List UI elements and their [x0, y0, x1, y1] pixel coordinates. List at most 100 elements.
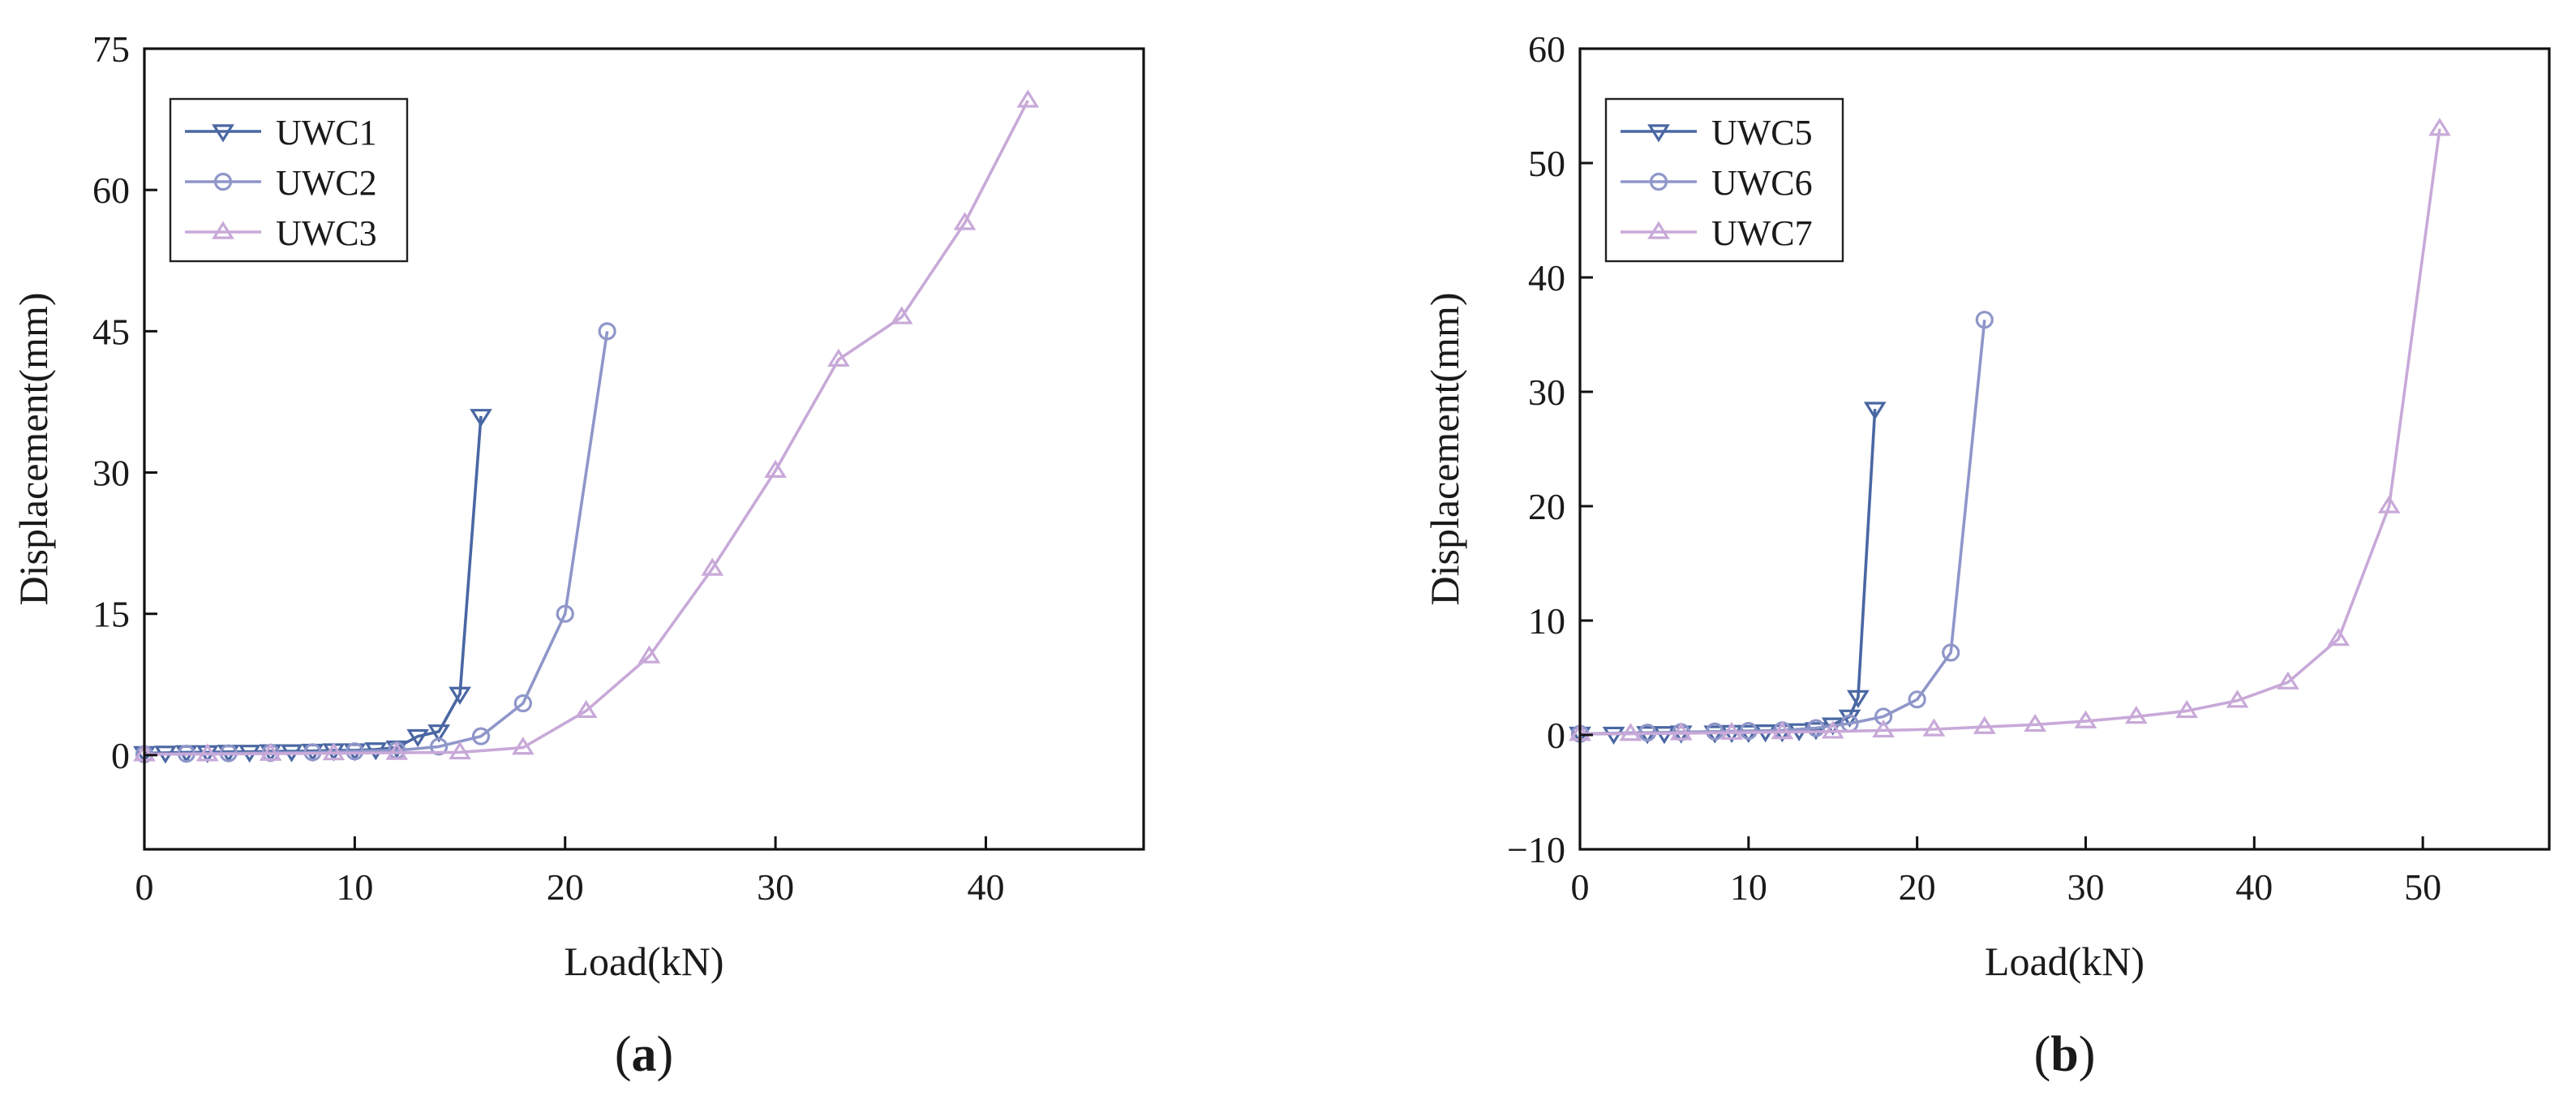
- y-tick-label: 40: [1528, 257, 1565, 299]
- data-point-uwc3: [890, 306, 913, 324]
- data-point-uwc1: [406, 728, 430, 748]
- data-point-uwc7: [1619, 723, 1642, 741]
- y-tick-label: 60: [1528, 28, 1565, 70]
- legend-marker-uwc3: [212, 221, 234, 239]
- y-tick-label: −10: [1507, 829, 1565, 870]
- y-axis-label: Displacement(mm): [11, 293, 56, 606]
- data-point-uwc7: [1973, 715, 1996, 734]
- data-point-uwc3: [574, 699, 598, 719]
- x-axis-label: Load(kN): [1985, 939, 2145, 984]
- legend: UWC5 UWC6 UWC7: [1604, 97, 1844, 263]
- series-uwc2: [135, 322, 616, 763]
- y-axis-label: Displacement(mm): [1422, 293, 1467, 606]
- data-point-uwc2: [471, 727, 491, 745]
- legend-entry-uwc2: UWC2: [276, 163, 377, 203]
- legend-entry-uwc1: UWC1: [276, 113, 377, 153]
- series-uwc7: [1569, 118, 2451, 741]
- data-point-uwc2: [346, 742, 364, 761]
- series-uwc6: [1570, 311, 1994, 743]
- legend-box: [1604, 97, 1844, 263]
- data-point-uwc7: [1720, 721, 1743, 740]
- x-tick-label: 10: [336, 866, 373, 908]
- data-point-uwc7: [2024, 713, 2047, 732]
- data-point-uwc6: [1942, 643, 1960, 662]
- data-point-uwc7: [1669, 722, 1693, 741]
- data-point-uwc7: [2226, 690, 2249, 708]
- y-tick-label: 15: [92, 594, 130, 635]
- data-point-uwc6: [1908, 690, 1926, 709]
- data-point-uwc3: [511, 737, 535, 755]
- x-tick-label: 20: [547, 866, 584, 908]
- x-tick-label: 40: [2235, 866, 2273, 908]
- chart-panel-a: 0 10 20 30 40 0 15 30 45 60 75 Load(kN) Displacement…: [11, 28, 1145, 1082]
- data-point-uwc2: [556, 604, 574, 623]
- data-point-uwc2: [513, 694, 532, 713]
- x-tick-label: 0: [1571, 866, 1590, 908]
- data-point-uwc3: [638, 645, 661, 664]
- data-point-uwc3: [827, 348, 850, 367]
- series-line-uwc7: [1580, 128, 2441, 736]
- data-point-uwc3: [953, 212, 977, 230]
- data-point-uwc3: [1016, 89, 1040, 108]
- data-point-uwc3: [764, 459, 787, 478]
- x-tick-label: 20: [1899, 866, 1936, 908]
- chart-panel-b: 0 10 20 30 40 50−100102030405060Load(kN)Displ…: [1422, 28, 2551, 1082]
- data-point-uwc7: [1821, 720, 1844, 739]
- legend: UWC1 UWC2 UWC3: [169, 97, 409, 263]
- x-tick-label: 30: [757, 866, 794, 908]
- data-point-uwc7: [1771, 721, 1794, 740]
- data-point-uwc7: [2327, 628, 2351, 647]
- series-line-uwc6: [1579, 320, 1986, 736]
- data-point-uwc7: [2124, 705, 2148, 724]
- data-point-uwc2: [598, 322, 616, 341]
- y-tick-label: 30: [92, 453, 130, 494]
- legend-marker-uwc1: [212, 124, 234, 143]
- y-tick-label: 20: [1528, 486, 1565, 527]
- x-tick-label: 50: [2404, 866, 2441, 908]
- legend-entry-uwc7: UWC7: [1711, 213, 1813, 253]
- panel-label: (b): [2034, 1027, 2096, 1082]
- legend-marker-uwc2: [213, 172, 233, 191]
- plot-frame: [143, 47, 1145, 851]
- data-point-uwc5: [1847, 690, 1870, 708]
- data-point-uwc7: [1922, 718, 1946, 737]
- y-tick-label: 60: [92, 170, 130, 211]
- data-point-uwc6: [1975, 311, 1994, 329]
- data-point-uwc7: [2428, 118, 2451, 136]
- y-tick-label: 75: [92, 28, 130, 70]
- data-point-uwc7: [2074, 710, 2097, 728]
- data-point-uwc7: [2175, 699, 2199, 719]
- data-point-uwc1: [427, 724, 451, 743]
- data-point-uwc7: [2276, 671, 2299, 690]
- legend-entry-uwc3: UWC3: [276, 213, 377, 253]
- plot-frame: [1578, 47, 2551, 851]
- series-uwc1: [133, 409, 492, 765]
- data-point-uwc3: [195, 743, 219, 762]
- data-point-uwc3: [701, 557, 724, 576]
- data-point-uwc2: [430, 737, 449, 756]
- data-point-uwc5: [1863, 402, 1887, 420]
- x-tick-label: 30: [2067, 866, 2104, 908]
- legend-marker-uwc5: [1647, 124, 1670, 143]
- series-line-uwc5: [1580, 408, 1877, 736]
- y-tick-label: 0: [1547, 715, 1565, 756]
- data-point-uwc1: [449, 686, 471, 705]
- data-point-uwc6: [1806, 719, 1826, 737]
- x-tick-label: 0: [135, 866, 154, 908]
- data-point-uwc7: [1872, 719, 1895, 738]
- legend-entry-uwc6: UWC6: [1711, 163, 1813, 203]
- legend-box: [169, 97, 409, 263]
- legend-marker-uwc7: [1647, 221, 1670, 239]
- y-tick-label: 45: [92, 311, 130, 352]
- x-tick-label: 40: [967, 866, 1004, 908]
- panel-label: (a): [615, 1027, 673, 1082]
- series-line-uwc1: [144, 415, 483, 755]
- data-point-uwc7: [2377, 495, 2401, 513]
- y-tick-label: 10: [1528, 600, 1565, 642]
- series-line-uwc2: [144, 331, 609, 756]
- series-uwc3: [133, 89, 1040, 762]
- legend-entry-uwc5: UWC5: [1711, 113, 1813, 153]
- series-uwc5: [1569, 402, 1887, 745]
- data-point-uwc3: [449, 741, 471, 760]
